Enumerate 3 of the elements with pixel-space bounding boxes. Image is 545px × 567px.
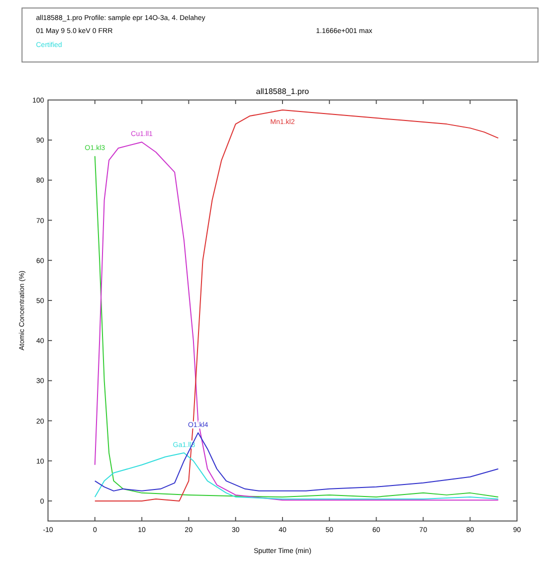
- line-series: [94, 432, 499, 492]
- chart-title: all18588_1.pro: [256, 87, 310, 96]
- line-series: [94, 452, 499, 500]
